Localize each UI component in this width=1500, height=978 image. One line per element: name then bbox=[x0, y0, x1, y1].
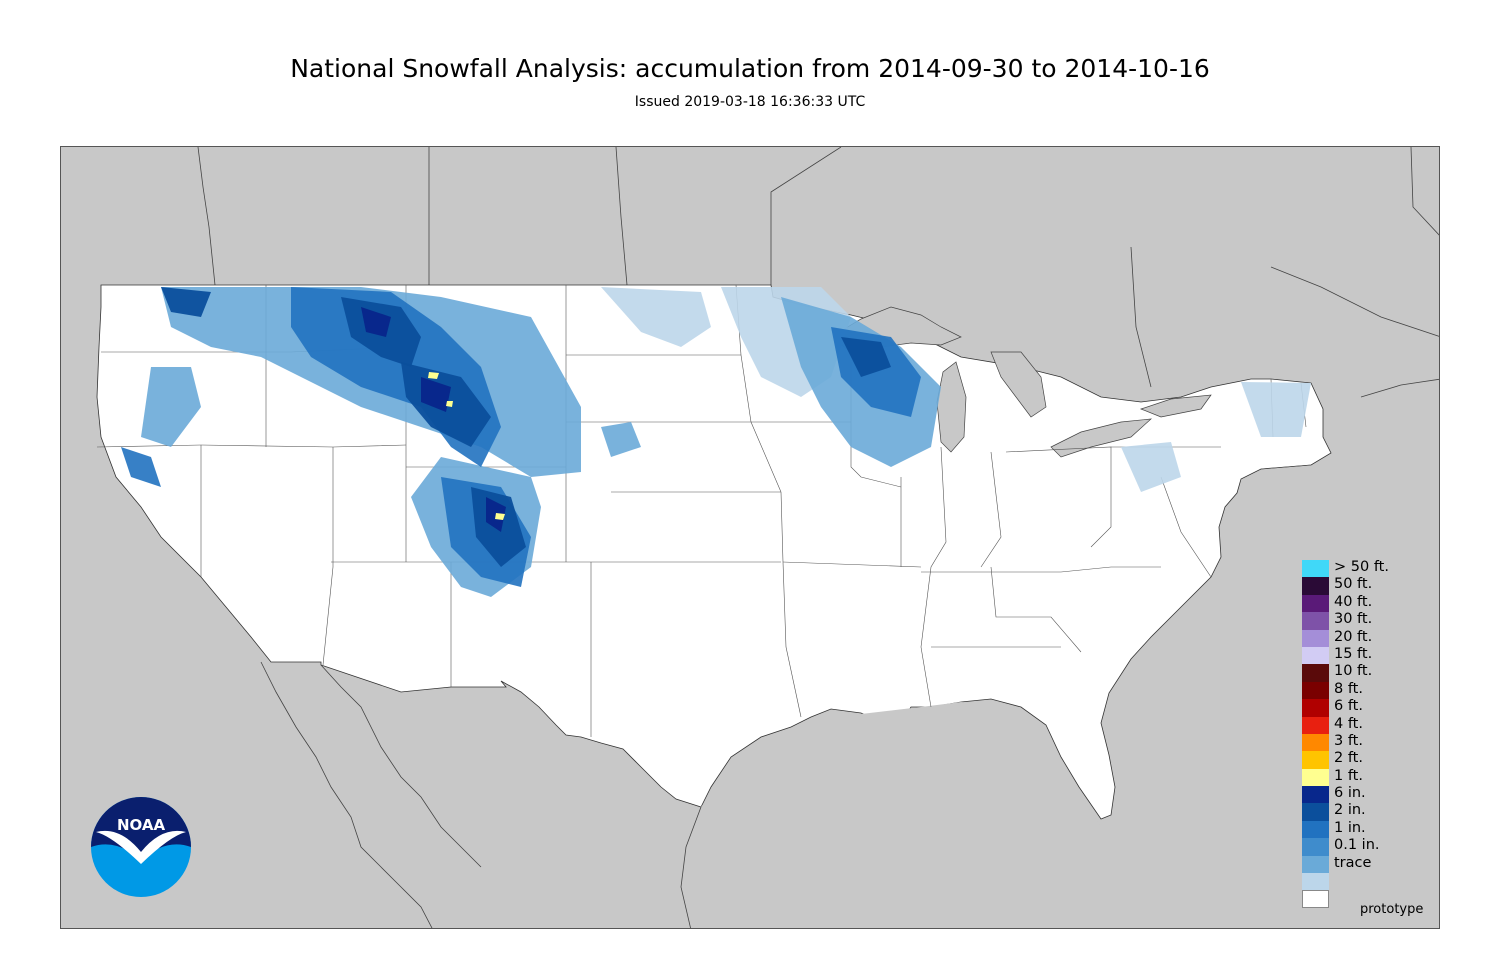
legend-label: 50 ft. bbox=[1334, 576, 1373, 593]
map-svg bbox=[96, 147, 1439, 928]
legend-swatch bbox=[1302, 768, 1329, 787]
legend-row: 2 ft. bbox=[1302, 750, 1432, 769]
legend-label: 40 ft. bbox=[1334, 593, 1373, 610]
legend-swatch bbox=[1302, 612, 1329, 630]
noaa-logo-text: NOAA bbox=[117, 816, 166, 834]
legend-row: 40 ft. bbox=[1302, 593, 1432, 613]
legend-label: 4 ft. bbox=[1334, 715, 1363, 732]
legend-row: trace bbox=[1302, 854, 1432, 874]
legend-row: > 50 ft. bbox=[1302, 559, 1432, 578]
legend-row: 10 ft. bbox=[1302, 663, 1432, 682]
legend-row bbox=[1302, 890, 1432, 908]
legend-label: 3 ft. bbox=[1334, 732, 1363, 749]
map-title: National Snowfall Analysis: accumulation… bbox=[290, 54, 1210, 83]
legend-swatch bbox=[1302, 646, 1329, 665]
issued-timestamp: Issued 2019-03-18 16:36:33 UTC bbox=[634, 94, 866, 110]
legend-swatch bbox=[1302, 786, 1329, 804]
prototype-label: prototype bbox=[1360, 902, 1424, 917]
legend-label: > 50 ft. bbox=[1334, 559, 1389, 575]
legend-row: 3 ft. bbox=[1302, 732, 1432, 752]
water-bodies bbox=[681, 702, 1101, 928]
snowfall-overlay bbox=[121, 287, 1311, 597]
legend-swatch bbox=[1302, 751, 1329, 769]
legend-row: 6 in. bbox=[1302, 785, 1432, 804]
legend-swatch bbox=[1302, 873, 1329, 891]
legend-swatch bbox=[1302, 560, 1329, 578]
legend-swatch bbox=[1302, 838, 1329, 856]
legend-row: 20 ft. bbox=[1302, 628, 1432, 647]
country-borders bbox=[197, 147, 1439, 398]
legend-label: 1 in. bbox=[1334, 819, 1366, 836]
legend-row: 30 ft. bbox=[1302, 611, 1432, 630]
noaa-logo-icon: NOAA bbox=[90, 796, 192, 898]
legend-row: 2 in. bbox=[1302, 802, 1432, 821]
legend-label: 30 ft. bbox=[1334, 611, 1373, 628]
legend-label: 6 in. bbox=[1334, 785, 1366, 802]
legend-swatch bbox=[1302, 803, 1329, 821]
legend: > 50 ft. 50 ft. 40 ft. 30 ft. 20 ft. 15 ft. 10… bbox=[1302, 559, 1432, 908]
legend-row: 1 in. bbox=[1302, 819, 1432, 839]
legend-swatch bbox=[1302, 699, 1329, 717]
legend-swatch bbox=[1302, 820, 1329, 839]
legend-label: 20 ft. bbox=[1334, 628, 1373, 645]
legend-label: 15 ft. bbox=[1334, 645, 1373, 662]
legend-swatch bbox=[1302, 855, 1329, 874]
legend-label: 6 ft. bbox=[1334, 698, 1363, 715]
snowfall-map[interactable] bbox=[60, 146, 1440, 929]
mexico-coast bbox=[260, 661, 702, 928]
legend-label: 8 ft. bbox=[1334, 680, 1363, 697]
state-borders bbox=[96, 284, 1312, 737]
legend-row: 0.1 in. bbox=[1302, 837, 1432, 856]
legend-row: 15 ft. bbox=[1302, 645, 1432, 665]
legend-label: trace bbox=[1334, 854, 1372, 871]
legend-swatch bbox=[1302, 890, 1329, 908]
legend-label: 2 in. bbox=[1334, 802, 1366, 819]
great-lakes bbox=[830, 306, 1212, 458]
legend-row: 50 ft. bbox=[1302, 576, 1432, 595]
legend-row: 4 ft. bbox=[1302, 715, 1432, 734]
legend-swatch bbox=[1302, 733, 1329, 752]
legend-label: 0.1 in. bbox=[1334, 837, 1380, 854]
legend-swatch bbox=[1302, 716, 1329, 734]
legend-swatch bbox=[1302, 594, 1329, 613]
legend-label: 2 ft. bbox=[1334, 750, 1363, 767]
legend-label: 1 ft. bbox=[1334, 767, 1363, 784]
legend-swatch bbox=[1302, 664, 1329, 682]
legend-swatch bbox=[1302, 681, 1329, 700]
legend-swatch bbox=[1302, 577, 1329, 595]
legend-swatch bbox=[1302, 629, 1329, 647]
legend-label: 10 ft. bbox=[1334, 663, 1373, 680]
legend-row: 6 ft. bbox=[1302, 698, 1432, 717]
legend-row: 8 ft. bbox=[1302, 680, 1432, 700]
legend-row: 1 ft. bbox=[1302, 767, 1432, 787]
legend-row bbox=[1302, 873, 1432, 891]
